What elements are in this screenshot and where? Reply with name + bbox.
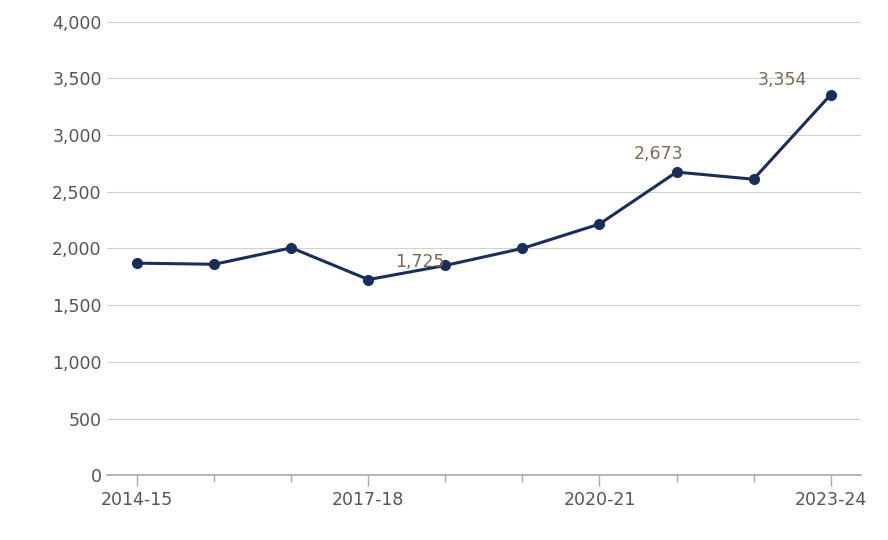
Text: 3,354: 3,354 — [757, 71, 807, 89]
Text: 2,673: 2,673 — [634, 145, 684, 163]
Text: 1,725: 1,725 — [395, 253, 445, 271]
